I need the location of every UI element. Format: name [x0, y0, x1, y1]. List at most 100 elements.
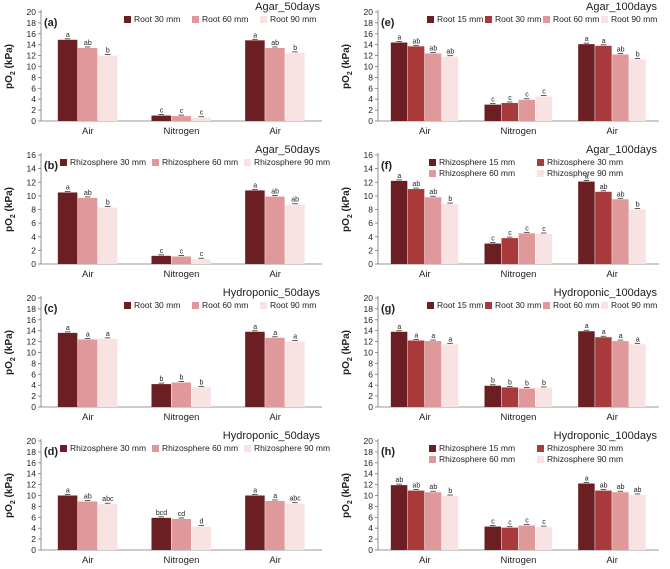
bar-air-4: [441, 496, 459, 550]
significance-label: b: [448, 196, 452, 203]
legend-swatch: [429, 445, 436, 452]
legend: Rhizosphere 30 mm Rhizosphere 60 mm Rhizos…: [60, 157, 330, 167]
significance-label: ab: [600, 184, 608, 191]
y-tick-label: 8: [368, 205, 373, 215]
significance-label: cd: [178, 511, 186, 518]
bar-nitrogen-3: [518, 388, 535, 407]
y-tick-label: 20: [364, 436, 374, 446]
bar-nitrogen-2: [171, 116, 191, 121]
bar-air-1: [57, 332, 78, 407]
bar-nitrogen-1: [484, 104, 501, 121]
y-tick-label: 8: [368, 358, 373, 368]
x-tick-label: Nitrogen: [501, 269, 537, 280]
y-tick-label: 2: [368, 245, 373, 255]
significance-label: ab: [617, 484, 625, 491]
x-tick-label: Nitrogen: [501, 412, 537, 423]
bar-air-2: [407, 189, 425, 264]
y-tick-label: 6: [31, 369, 36, 379]
significance-label: c: [508, 520, 512, 527]
legend-swatch: [260, 302, 267, 309]
x-tick-label: Nitrogen: [501, 126, 537, 137]
y-tick-label: 2: [368, 534, 373, 544]
y-tick-label: 6: [31, 512, 36, 522]
significance-label: ab: [271, 40, 279, 47]
bar-air-2: [407, 46, 425, 121]
y-tick-label: 16: [364, 458, 374, 468]
y-tick-label: 20: [27, 293, 37, 303]
legend-label: Root 90 mm: [611, 14, 657, 24]
legend-label: Root 30 mm: [495, 14, 541, 24]
legend-label: Root 60 mm: [202, 300, 248, 310]
legend-swatch: [537, 159, 544, 166]
significance-label: c: [491, 519, 495, 526]
significance-label: ab: [412, 38, 420, 45]
legend-swatch: [543, 16, 550, 23]
legend-swatch: [429, 456, 436, 463]
legend-swatch: [60, 159, 67, 166]
y-tick-label: 12: [27, 337, 37, 347]
y-tick-label: 0: [31, 259, 36, 269]
x-tick-label: Nitrogen: [164, 269, 200, 280]
bar-air-1: [578, 483, 595, 550]
significance-label: b: [525, 380, 529, 387]
bar-nitrogen-3: [191, 526, 211, 550]
y-tick-label: 12: [27, 51, 37, 61]
significance-label: a: [585, 36, 589, 43]
y-tick-label: 12: [364, 51, 374, 61]
significance-label: a: [66, 325, 70, 332]
x-tick-label: Air: [269, 412, 281, 423]
y-tick-label: 4: [368, 523, 373, 533]
legend-swatch: [537, 170, 544, 177]
legend: Root 30 mm Root 60 mm Root 90 mm: [124, 14, 316, 24]
y-tick-label: 4: [31, 523, 36, 533]
y-tick-label: 10: [27, 348, 37, 358]
legend-label: Rhizosphere 60 mm: [162, 443, 238, 453]
legend-label: Rhizosphere 60 mm: [162, 157, 238, 167]
significance-label: ab: [446, 49, 454, 56]
legend-label: Root 90 mm: [270, 300, 316, 310]
bar-air-1: [578, 181, 595, 264]
bar-air-1: [245, 495, 265, 550]
significance-label: b: [293, 45, 297, 52]
y-tick-label: 14: [364, 40, 374, 50]
legend-swatch: [543, 302, 550, 309]
bar-nitrogen-1: [151, 255, 171, 264]
chart-title: Agar_100days: [586, 144, 657, 156]
y-tick-label: 2: [31, 534, 36, 544]
bar-air-4: [629, 494, 646, 550]
significance-label: b: [491, 378, 495, 385]
significance-label: a: [397, 173, 401, 180]
significance-label: ab: [271, 189, 279, 196]
y-tick-label: 18: [27, 18, 37, 28]
legend-swatch: [192, 16, 199, 23]
bar-air-4: [441, 204, 459, 264]
bar-air-4: [441, 56, 459, 121]
bar-air-1: [578, 331, 595, 407]
x-tick-label: Air: [269, 269, 281, 280]
bar-nitrogen-4: [535, 96, 552, 121]
x-tick-label: Air: [606, 126, 618, 137]
legend: Rhizosphere 15 mm Rhizosphere 30 mmRhizos…: [429, 157, 623, 178]
bar-air-2: [595, 490, 612, 550]
x-tick-label: Air: [82, 269, 94, 280]
bar-air-3: [424, 341, 442, 407]
y-axis-label: pO2 (kPa): [4, 330, 17, 375]
x-tick-label: Air: [269, 126, 281, 137]
bar-air-3: [97, 338, 118, 407]
bar-air-3: [424, 197, 442, 264]
x-tick-label: Nitrogen: [164, 126, 200, 137]
bar-nitrogen-1: [484, 385, 501, 407]
y-axis-label: pO2 (kPa): [341, 187, 354, 232]
legend-label: Rhizosphere 30 mm: [70, 157, 146, 167]
y-tick-label: 8: [31, 205, 36, 215]
significance-label: a: [397, 35, 401, 42]
y-tick-label: 16: [364, 29, 374, 39]
y-tick-label: 0: [31, 116, 36, 126]
legend-label: Rhizosphere 90 mm: [254, 157, 330, 167]
legend-label: Root 30 mm: [134, 300, 180, 310]
y-tick-label: 16: [27, 29, 37, 39]
legend-label: Root 60 mm: [553, 14, 599, 24]
